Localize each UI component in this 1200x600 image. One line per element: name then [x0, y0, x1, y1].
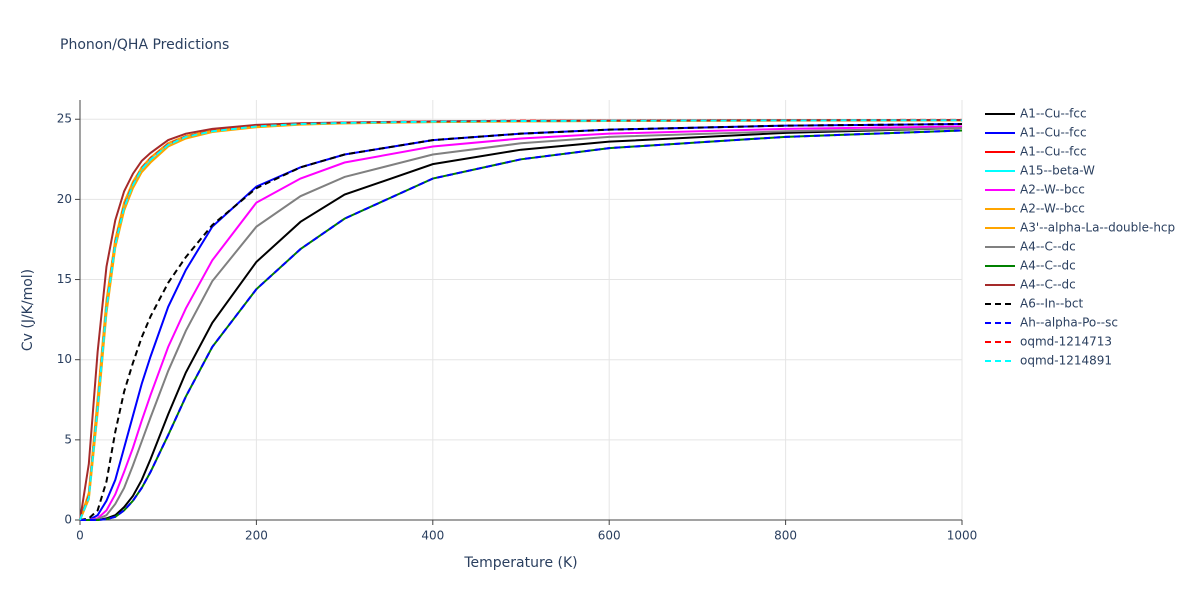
series-line — [80, 127, 963, 521]
legend-label: A3'--alpha-La--double-hcp — [1020, 221, 1175, 235]
legend-label: Ah--alpha-Po--sc — [1020, 316, 1118, 330]
y-tick-label: 15 — [57, 272, 72, 286]
legend-label: A6--In--bct — [1020, 297, 1084, 311]
y-tick-label: 10 — [57, 352, 72, 366]
legend-label: A1--Cu--fcc — [1020, 107, 1087, 121]
legend-label: A4--C--dc — [1020, 259, 1076, 273]
y-tick-label: 20 — [57, 192, 72, 206]
chart-title: Phonon/QHA Predictions — [60, 37, 229, 53]
legend-label: oqmd-1214713 — [1020, 335, 1112, 349]
series-line — [80, 125, 963, 521]
legend-label: A1--Cu--fcc — [1020, 145, 1087, 159]
x-tick-label: 800 — [774, 529, 797, 543]
legend-label: A1--Cu--fcc — [1020, 126, 1087, 140]
x-axis-title: Temperature (K) — [463, 555, 577, 571]
y-tick-label: 25 — [57, 112, 72, 126]
grid: 0 5 10 15 20 25 0 200 400 600 800 1000 — [57, 100, 978, 543]
series-line — [80, 123, 963, 521]
legend-label: A4--C--dc — [1020, 240, 1076, 254]
series-line — [79, 119, 963, 521]
x-tick-label: 0 — [76, 529, 84, 543]
legend-label: A2--W--bcc — [1020, 183, 1085, 197]
x-tick-label: 200 — [245, 529, 268, 543]
legend-label: oqmd-1214891 — [1020, 354, 1112, 368]
y-tick-label: 5 — [64, 432, 72, 446]
legend-label: A4--C--dc — [1020, 278, 1076, 292]
x-tick-label: 600 — [598, 529, 621, 543]
y-axis-title: Cv (J/K/mol) — [20, 269, 36, 351]
y-tick-label: 0 — [64, 513, 72, 527]
legend: A1--Cu--fcc A1--Cu--fcc A1--Cu--fcc A15--be… — [985, 107, 1175, 368]
legend-label: A15--beta-W — [1020, 164, 1095, 178]
series-line — [80, 129, 963, 521]
x-tick-label: 1000 — [947, 529, 978, 543]
plot-area — [79, 118, 963, 521]
legend-label: A2--W--bcc — [1020, 202, 1085, 216]
x-tick-label: 400 — [421, 529, 444, 543]
